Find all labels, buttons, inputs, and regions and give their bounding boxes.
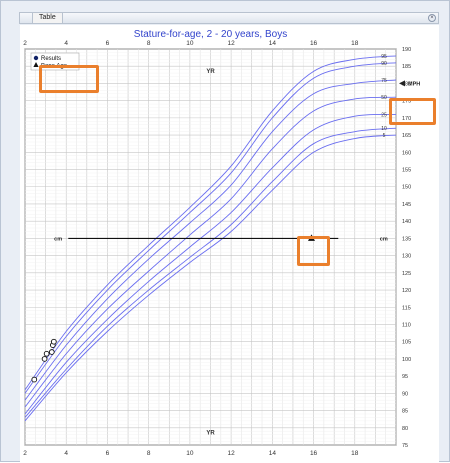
y-tick-label-right: 155 [402, 168, 411, 174]
x-tick-label-bottom: 6 [106, 450, 110, 457]
y-tick-label-right: 90 [402, 391, 408, 397]
percentile-curve-10 [24, 127, 397, 418]
percentile-curve-90 [24, 62, 397, 394]
y-tick-label-right: 145 [402, 202, 411, 208]
mph-label: MPH [408, 81, 420, 87]
mph-highlight-box [389, 98, 436, 125]
percentile-curve-50 [24, 96, 397, 408]
y-tick-label-right: 190 [402, 47, 411, 53]
y-tick-label-right: 105 [402, 340, 411, 346]
x-tick-label-bottom: 14 [269, 450, 277, 457]
y-tick-label-right: 135 [402, 236, 411, 242]
x-tick-label-top: 18 [351, 40, 359, 47]
chart-title: Stature-for-age, 2 - 20 years, Boys [134, 29, 287, 40]
growth-chart-panel: Stature-for-age, 2 - 20 years, Boys 2 2 4 4 6… [20, 25, 439, 463]
y-tick-label-right: 160 [402, 150, 411, 156]
y-tick-label-right: 175 [402, 99, 411, 105]
y-tick-label-right: 125 [402, 271, 411, 277]
reference-unit-label-right: cm [380, 236, 388, 242]
x-tick-label-bottom: 16 [310, 450, 318, 457]
y-tick-label-right: 120 [402, 288, 411, 294]
y-tick-label-right: 140 [402, 219, 411, 225]
percentile-label-50: 50 [381, 95, 387, 101]
y-tick-label-right: 80 [402, 426, 408, 432]
y-tick-label-right: 95 [402, 374, 408, 380]
bone-age-highlight-box [297, 236, 330, 266]
growth-chart: Stature-for-age, 2 - 20 years, Boys 2 2 4 4 6… [23, 29, 420, 457]
mph-arrow [399, 80, 405, 87]
result-point [48, 349, 55, 355]
y-tick-label-right: 115 [402, 305, 411, 311]
x-tick-label-bottom: 18 [351, 450, 359, 457]
reference-unit-label-left: cm [54, 236, 62, 242]
x-tick-label-bottom: 4 [64, 450, 68, 457]
tab-table[interactable]: Table [32, 13, 63, 23]
y-tick-label-right: 185 [402, 64, 411, 70]
percentile-curve-95 [24, 55, 397, 391]
result-point [51, 338, 57, 345]
x-unit-label-bottom: YR [206, 431, 215, 437]
x-tick-label-top: 12 [227, 40, 235, 47]
x-tick-label-bottom: 8 [147, 450, 151, 457]
percentile-curve-5 [24, 134, 397, 422]
x-tick-label-top: 6 [106, 40, 110, 47]
y-tick-label-right: 100 [402, 357, 411, 363]
x-tick-label-bottom: 10 [186, 450, 194, 457]
x-tick-label-bottom: 2 [23, 450, 27, 457]
percentile-curve-25 [24, 113, 397, 415]
x-tick-label-top: 14 [269, 40, 277, 47]
x-tick-label-top: 8 [147, 40, 151, 47]
percentile-label-25: 25 [381, 112, 387, 118]
percentile-label-90: 90 [381, 61, 387, 67]
result-point [31, 376, 38, 383]
y-tick-label-right: 75 [402, 443, 408, 449]
percentile-label-75: 75 [381, 78, 387, 84]
y-tick-label-right: 180 [402, 81, 411, 87]
y-tick-label-right: 110 [402, 322, 411, 328]
y-tick-label-right: 85 [402, 409, 408, 415]
x-tick-label-top: 2 [23, 40, 27, 47]
y-tick-label-right: 130 [402, 254, 411, 260]
tab-bar: Table × [19, 12, 439, 24]
percentile-label-5: 5 [383, 133, 386, 139]
close-circle-icon[interactable]: × [428, 14, 436, 22]
percentile-label-10: 10 [381, 126, 387, 132]
legend-results-marker [33, 55, 39, 61]
legend-highlight-box [39, 65, 99, 93]
percentile-label-95: 95 [381, 54, 387, 60]
percentile-curve-75 [24, 79, 397, 401]
y-tick-label-right: 170 [402, 116, 411, 122]
legend-results-label: Results [41, 56, 61, 62]
x-tick-label-top: 4 [64, 40, 68, 47]
result-point [43, 350, 50, 357]
legend-bone-age-marker [33, 62, 39, 67]
x-unit-label-top: YR [206, 69, 215, 75]
y-tick-label-right: 165 [402, 133, 411, 139]
y-tick-label-right: 150 [402, 185, 411, 191]
x-tick-label-bottom: 12 [227, 450, 235, 457]
result-point [41, 356, 48, 362]
x-tick-label-top: 16 [310, 40, 318, 47]
x-tick-label-top: 10 [186, 40, 194, 47]
